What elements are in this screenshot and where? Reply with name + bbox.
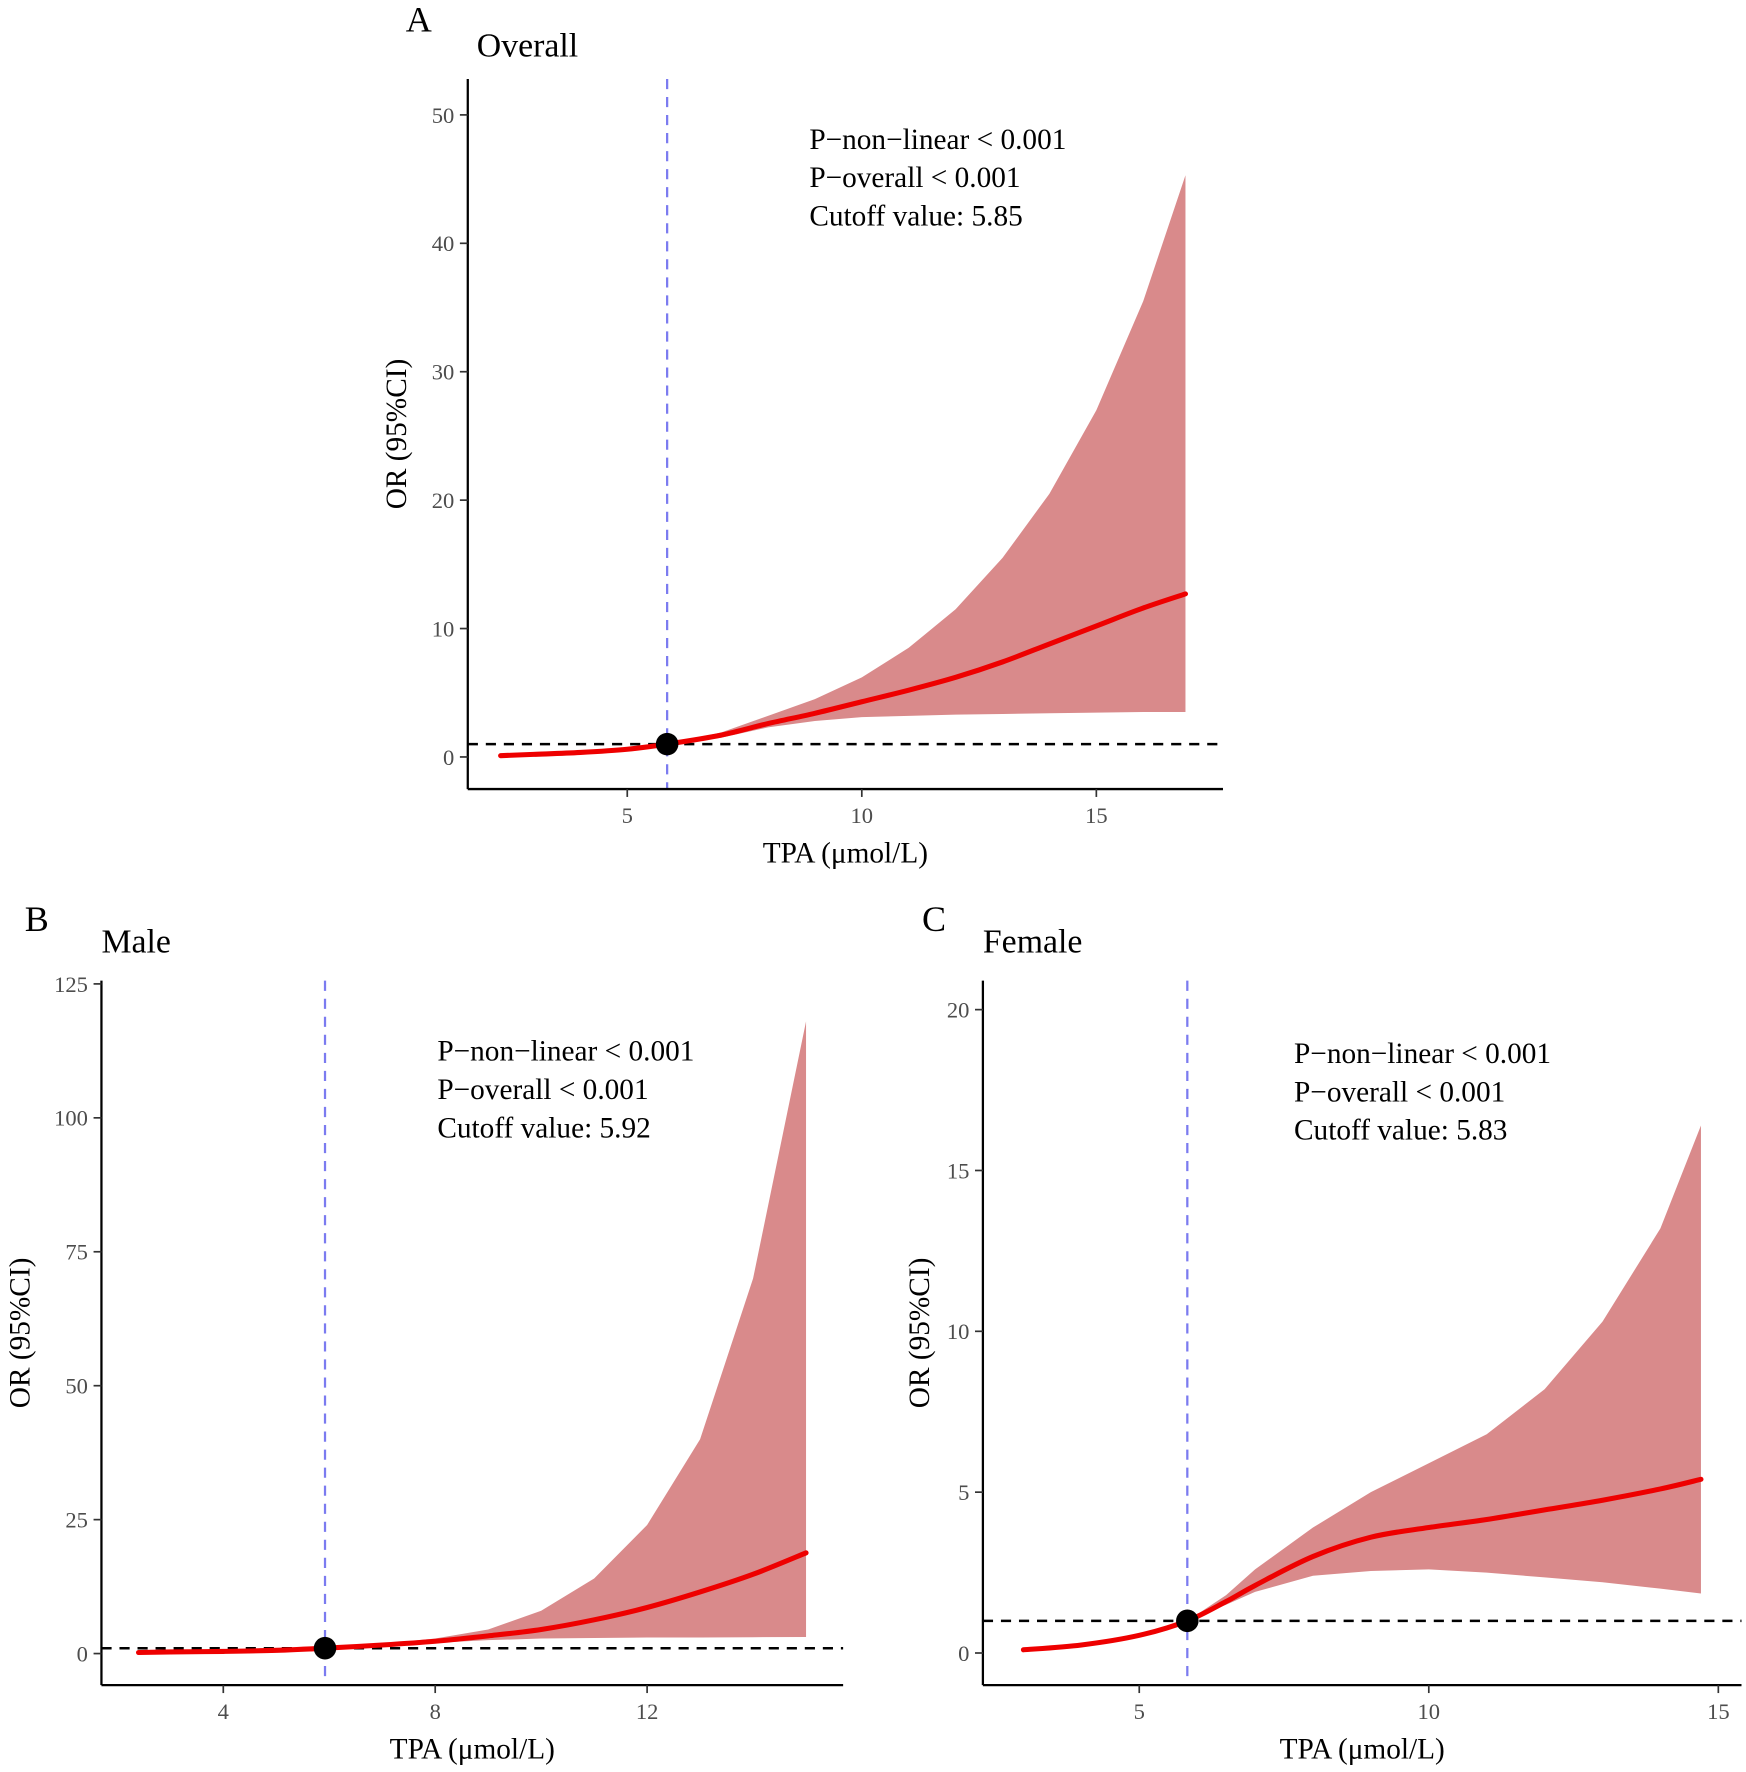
annotation-text: P−non−linear < 0.001 — [1294, 1038, 1551, 1070]
ci-ribbon — [667, 175, 1186, 745]
y-axis-label: OR (95%CI) — [904, 1258, 936, 1409]
y-tick-label: 15 — [947, 1158, 970, 1183]
x-tick-label: 4 — [218, 1699, 229, 1724]
cutoff-point — [1176, 1609, 1199, 1633]
panel-title: Male — [101, 924, 170, 961]
y-tick-label: 0 — [443, 745, 454, 770]
y-axis-label: OR (95%CI) — [4, 1258, 36, 1409]
y-tick-label: 10 — [947, 1319, 970, 1344]
x-tick-label: 15 — [1085, 803, 1108, 828]
y-tick-label: 30 — [432, 360, 455, 385]
x-tick-label: 10 — [1418, 1699, 1441, 1724]
y-tick-label: 5 — [958, 1480, 969, 1505]
x-axis-label: TPA (μmol/L) — [390, 1733, 555, 1765]
annotation-text: P−non−linear < 0.001 — [809, 124, 1066, 156]
panel-letter: A — [406, 0, 432, 40]
x-axis-label: TPA (μmol/L) — [1280, 1733, 1445, 1765]
or-curve — [135, 1550, 809, 1656]
annotation-text: Cutoff value: 5.85 — [809, 200, 1022, 232]
panel-a: 0 10 20 30 40 50 5 10 15 TPA (μmol/L) OR (95%CI) A O… — [381, 0, 1223, 869]
x-tick-label: 12 — [636, 1699, 659, 1724]
panel-b: 0 25 50 75 100 125 4 8 12 TPA (μmol/L) OR (95%CI) B… — [4, 899, 844, 1765]
panel-c: 0 5 10 15 20 5 10 15 TPA (μmol/L) OR (95%CI) C Fema… — [904, 899, 1742, 1765]
panel-title: Overall — [477, 27, 578, 64]
panel-letter: B — [25, 899, 49, 939]
y-tick-label: 20 — [432, 488, 455, 513]
x-tick-label: 15 — [1707, 1699, 1730, 1724]
y-tick-label: 10 — [432, 616, 455, 641]
y-tick-label: 20 — [947, 998, 970, 1023]
or-curve — [498, 591, 1189, 759]
annotation-text: P−overall < 0.001 — [437, 1074, 648, 1106]
y-tick-label: 125 — [54, 972, 88, 997]
ci-ribbon — [325, 1021, 807, 1649]
x-tick-label: 8 — [430, 1699, 441, 1724]
y-tick-label: 100 — [54, 1106, 88, 1131]
y-tick-label: 50 — [432, 103, 455, 128]
y-tick-label: 40 — [432, 231, 455, 256]
y-tick-label: 75 — [65, 1240, 88, 1265]
x-tick-label: 5 — [1134, 1699, 1145, 1724]
y-tick-label: 25 — [65, 1508, 88, 1533]
annotation-text: P−overall < 0.001 — [809, 162, 1020, 194]
y-tick-label: 50 — [65, 1374, 88, 1399]
annotation-text: Cutoff value: 5.83 — [1294, 1115, 1507, 1147]
annotation-text: P−overall < 0.001 — [1294, 1076, 1505, 1108]
panel-title: Female — [983, 924, 1082, 961]
cutoff-point — [313, 1636, 337, 1660]
cutoff-point — [655, 732, 679, 756]
panel-letter: C — [922, 899, 946, 939]
x-tick-label: 10 — [851, 803, 874, 828]
annotation-text: P−non−linear < 0.001 — [437, 1036, 694, 1068]
y-tick-label: 0 — [958, 1641, 969, 1666]
y-axis-label: OR (95%CI) — [381, 359, 413, 510]
y-tick-label: 0 — [77, 1641, 88, 1666]
x-axis-label: TPA (μmol/L) — [763, 837, 928, 869]
x-tick-label: 5 — [622, 803, 633, 828]
ci-ribbon — [1187, 1125, 1701, 1621]
or-curve — [1020, 1476, 1704, 1653]
annotation-text: Cutoff value: 5.92 — [437, 1112, 650, 1144]
